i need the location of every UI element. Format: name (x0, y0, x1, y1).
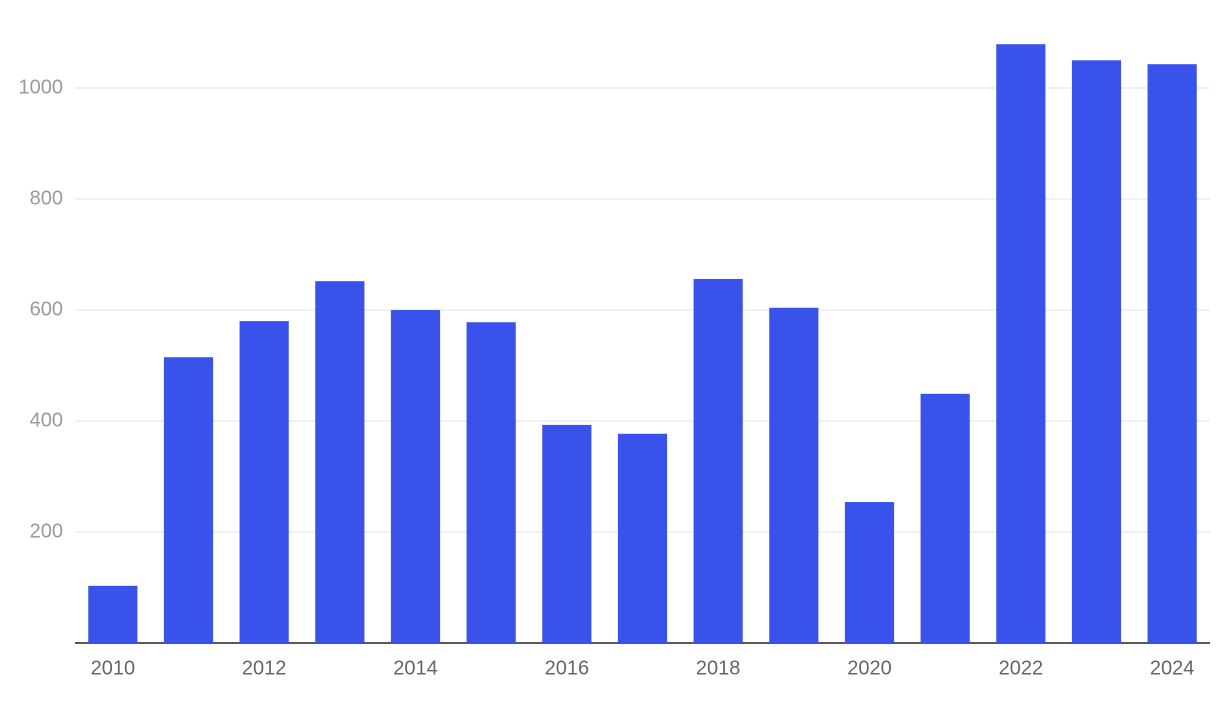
x-tick-label: 2016 (545, 657, 590, 679)
bar (163, 357, 214, 643)
bar (542, 424, 592, 643)
y-tick-label: 400 (30, 409, 63, 431)
y-tick-label: 600 (30, 298, 63, 320)
x-tick-label: 2018 (696, 657, 741, 679)
bar (1147, 64, 1197, 643)
x-tick-label: 2020 (847, 657, 892, 679)
y-tick-label: 1000 (19, 76, 64, 98)
bar (617, 433, 668, 643)
x-tick-label: 2024 (1150, 657, 1195, 679)
bar (88, 585, 138, 643)
bar (693, 278, 743, 643)
x-tick-label: 2012 (242, 657, 287, 679)
bar (1071, 60, 1122, 643)
bar (920, 393, 970, 643)
bar (769, 307, 819, 643)
bar (844, 502, 895, 643)
y-tick-label: 200 (30, 520, 63, 542)
bar (996, 44, 1046, 643)
x-tick-label: 2014 (393, 657, 438, 679)
x-tick-label: 2022 (999, 657, 1044, 679)
y-tick-label: 800 (30, 187, 63, 209)
bar (466, 322, 516, 643)
x-tick-label: 2010 (91, 657, 136, 679)
bar (239, 321, 289, 643)
bar (315, 281, 365, 643)
bar (390, 310, 441, 643)
